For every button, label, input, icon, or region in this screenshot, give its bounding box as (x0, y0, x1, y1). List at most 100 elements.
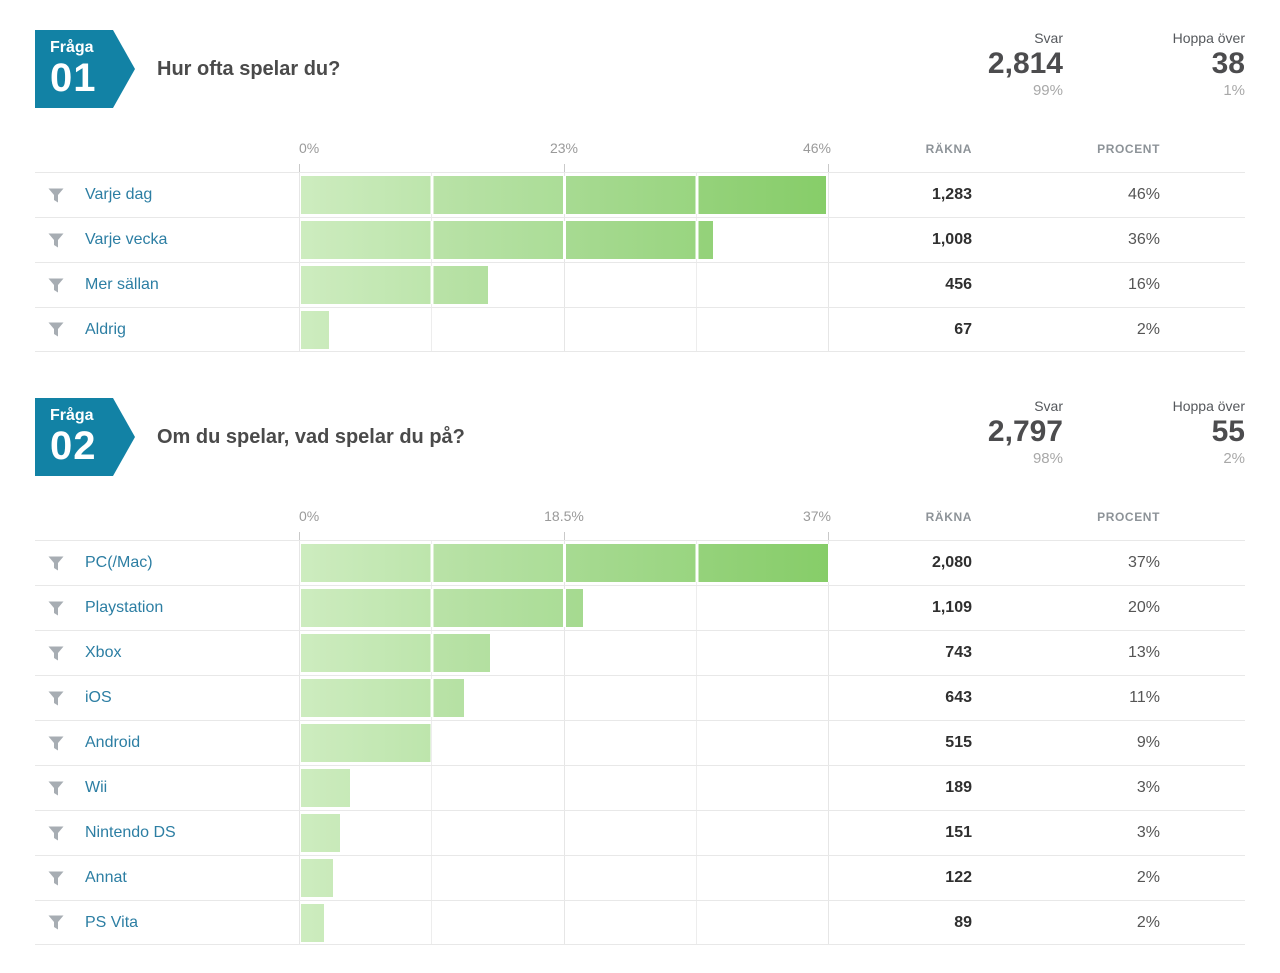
bar-chart-cell (299, 263, 829, 307)
filter-funnel-icon[interactable] (48, 233, 64, 248)
answer-label-cell: Varje dag (35, 186, 299, 204)
filter-funnel-icon[interactable] (48, 871, 64, 886)
axis-tick-label-min: 0% (299, 508, 320, 524)
answer-label-link[interactable]: Nintendo DS (85, 824, 176, 841)
answer-label-link[interactable]: Android (85, 734, 141, 751)
answer-rows: Varje dag 1,283 46% Varje vecka 1,008 36… (35, 172, 1245, 352)
answer-count: 67 (954, 320, 972, 338)
question-number-badge: Fråga 02 (35, 398, 135, 476)
axis-tick-mark (299, 164, 300, 172)
answer-label-link[interactable]: Varje dag (85, 186, 153, 203)
skipped-value: 38 (1211, 47, 1245, 80)
filter-funnel-icon[interactable] (48, 736, 64, 751)
answer-bar (301, 589, 584, 627)
answer-bar (301, 221, 714, 259)
filter-funnel-icon[interactable] (48, 781, 64, 796)
answer-bar (301, 544, 830, 582)
axis-tick-label-max: 37% (802, 508, 831, 524)
filter-funnel-icon[interactable] (48, 691, 64, 706)
table-row: Varje vecka 1,008 36% (35, 217, 1245, 262)
axis-tick-label-mid: 18.5% (544, 508, 584, 524)
filter-funnel-icon[interactable] (48, 278, 64, 293)
answer-label-cell: Nintendo DS (35, 824, 299, 842)
answer-label-link[interactable]: Annat (85, 869, 127, 886)
bar-chart-cell (299, 811, 829, 855)
header-padding (1160, 508, 1245, 540)
answer-label-link[interactable]: Varje vecka (85, 231, 168, 248)
skipped-percent: 2% (1223, 450, 1245, 467)
axis-tick-mark (564, 164, 565, 172)
answer-count: 643 (945, 689, 972, 706)
answer-label-cell: Annat (35, 869, 299, 887)
answer-percent: 3% (1136, 779, 1160, 796)
answer-bar (301, 176, 827, 214)
answer-bar (301, 724, 432, 762)
answer-label-link[interactable]: Aldrig (85, 320, 126, 338)
answer-percent: 20% (1127, 599, 1160, 616)
answered-percent: 99% (1032, 82, 1063, 99)
answer-percent: 11% (1129, 689, 1160, 706)
bar-chart-cell (299, 218, 829, 262)
answer-rows: PC(/Mac) 2,080 37% Playstation 1,109 20% (35, 540, 1245, 945)
question-stats: Svar 2,814 99% Hoppa över 38 1% (983, 30, 1245, 99)
bar-chart-cell (299, 308, 829, 351)
filter-funnel-icon[interactable] (48, 826, 64, 841)
answered-stat: Svar 2,797 98% (983, 398, 1063, 467)
question-header: Fråga 02 Om du spelar, vad spelar du på?… (35, 398, 1245, 476)
answered-stat: Svar 2,814 99% (983, 30, 1063, 99)
table-row: Xbox 743 13% (35, 630, 1245, 675)
skipped-label: Hoppa över (1172, 30, 1245, 46)
question-number-badge: Fråga 01 (35, 30, 135, 108)
answer-label-link[interactable]: Xbox (85, 644, 122, 661)
answer-percent: 16% (1127, 276, 1160, 293)
badge-number: 02 (50, 424, 97, 469)
filter-funnel-icon[interactable] (48, 188, 64, 203)
answer-count: 1,109 (931, 599, 972, 616)
answer-count: 189 (945, 779, 972, 796)
answer-percent: 46% (1127, 186, 1160, 203)
answer-label-link[interactable]: PC(/Mac) (85, 554, 153, 571)
skipped-label: Hoppa över (1172, 398, 1245, 414)
bar-chart-cell (299, 856, 829, 900)
filter-funnel-icon[interactable] (48, 601, 64, 616)
axis-tick-mark (828, 532, 829, 540)
answer-count: 122 (945, 869, 972, 886)
answer-label-cell: Wii (35, 779, 299, 797)
answer-label-cell: PC(/Mac) (35, 554, 299, 572)
answer-percent: 37% (1127, 554, 1160, 571)
answer-label-cell: PS Vita (35, 914, 299, 932)
axis-header-row: 0% 18.5% 37% RÄKNA PROCENT (35, 508, 1245, 540)
bar-chart-cell (299, 766, 829, 810)
answered-percent: 98% (1032, 450, 1063, 467)
answer-label-cell: Aldrig (35, 321, 299, 339)
question-title: Hur ofta spelar du? (157, 57, 341, 80)
filter-funnel-icon[interactable] (48, 646, 64, 661)
answer-label-link[interactable]: PS Vita (85, 913, 139, 931)
axis-tick-label-mid: 23% (549, 140, 579, 156)
table-row: Mer sällan 456 16% (35, 262, 1245, 307)
table-row: Varje dag 1,283 46% (35, 172, 1245, 217)
question-header: Fråga 01 Hur ofta spelar du? Svar 2,814 … (35, 30, 1245, 108)
answer-label-link[interactable]: Mer sällan (85, 276, 159, 293)
count-column-header: RÄKNA (925, 142, 972, 156)
badge-label: Fråga (50, 38, 94, 56)
filter-funnel-icon[interactable] (48, 915, 64, 930)
axis-tick-mark (299, 532, 300, 540)
axis-tick-label-max: 46% (802, 140, 831, 156)
filter-funnel-icon[interactable] (48, 556, 64, 571)
badge-label: Fråga (50, 406, 94, 424)
answer-bar (301, 634, 491, 672)
answer-percent: 9% (1136, 734, 1160, 751)
question-section-1: Fråga 01 Hur ofta spelar du? Svar 2,814 … (35, 30, 1245, 352)
answer-label-cell: Android (35, 734, 299, 752)
answer-count: 1,008 (931, 231, 972, 248)
axis-spacer (35, 140, 299, 172)
table-row: Annat 122 2% (35, 855, 1245, 900)
filter-funnel-icon[interactable] (48, 322, 64, 337)
answer-label-link[interactable]: Wii (85, 779, 108, 796)
answer-count: 89 (954, 913, 972, 931)
answer-label-link[interactable]: iOS (85, 689, 112, 706)
answer-label-link[interactable]: Playstation (85, 599, 164, 616)
table-row: PC(/Mac) 2,080 37% (35, 540, 1245, 585)
table-row: iOS 643 11% (35, 675, 1245, 720)
